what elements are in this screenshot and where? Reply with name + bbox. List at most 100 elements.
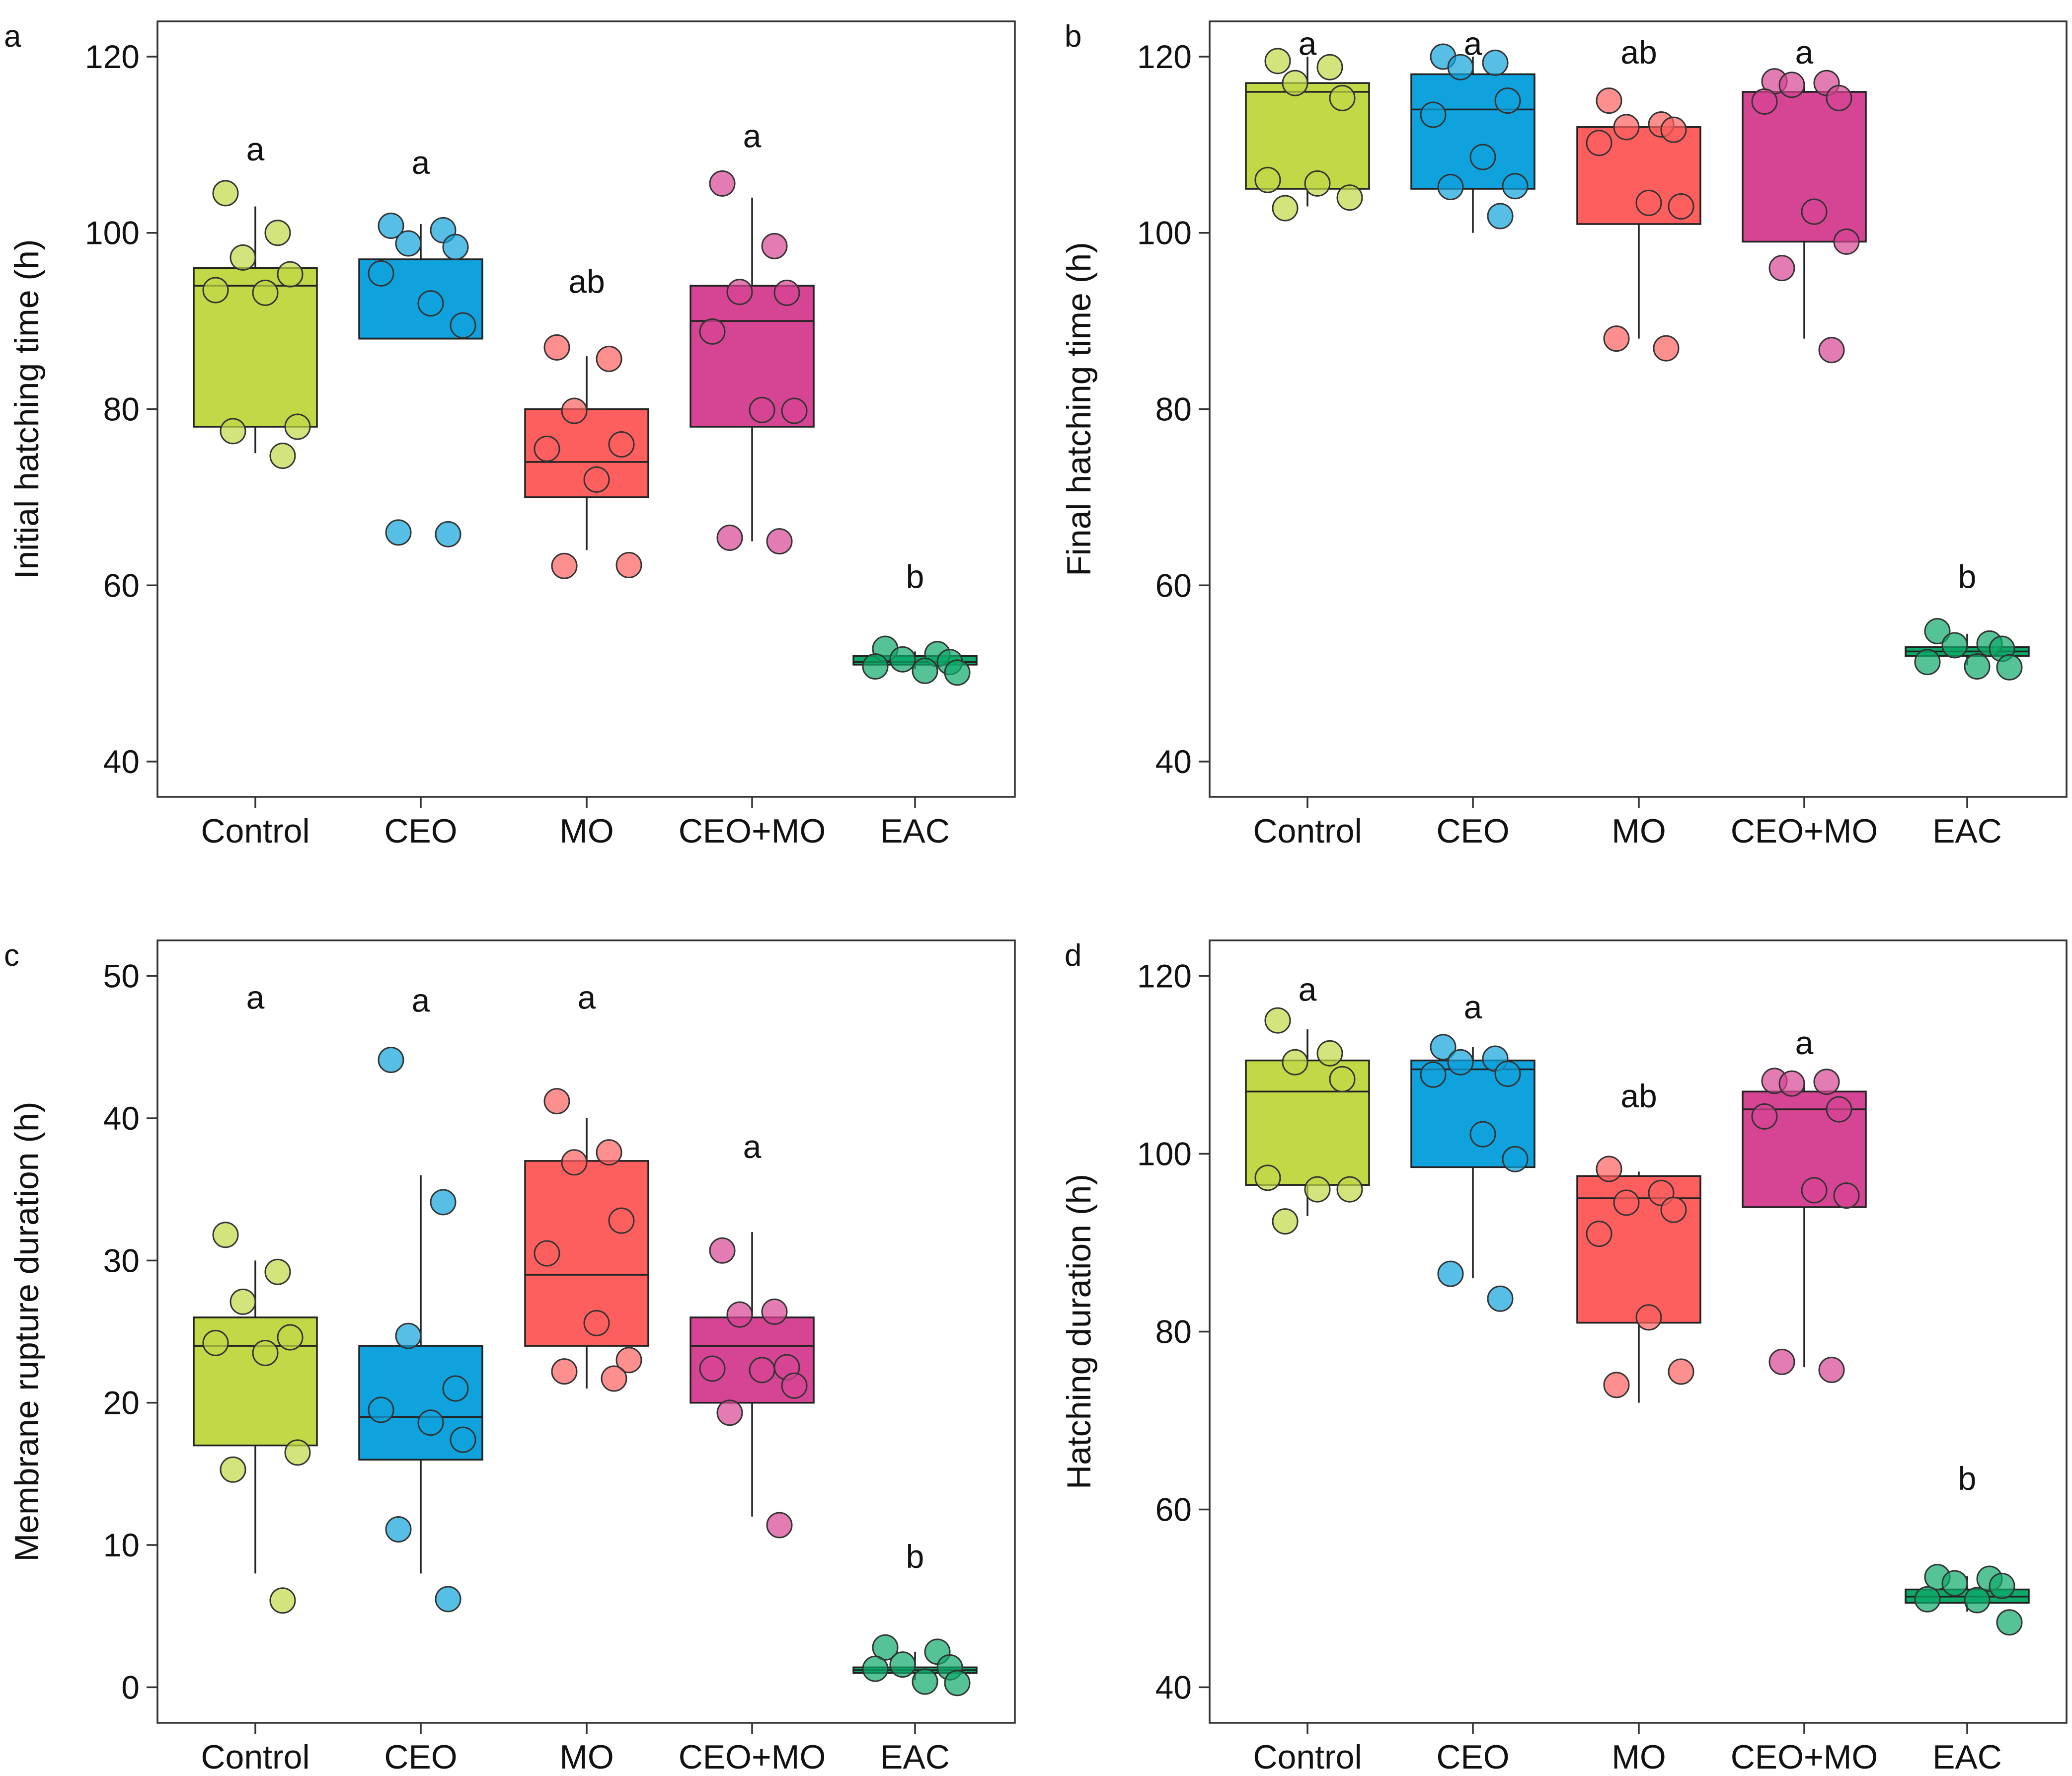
significance-letter: a: [1299, 971, 1317, 1007]
data-point: [781, 397, 808, 424]
data-point: [1668, 1358, 1694, 1385]
data-point: [395, 1322, 422, 1349]
data-point: [1336, 1176, 1363, 1203]
data-point: [395, 230, 422, 257]
data-point: [726, 279, 753, 306]
data-point: [1613, 114, 1640, 141]
data-point: [269, 443, 296, 469]
data-point: [430, 1189, 457, 1216]
x-tick-label: CEO+MO: [679, 1738, 826, 1776]
significance-letter: b: [1958, 1460, 1977, 1497]
data-point: [1635, 189, 1662, 216]
data-point: [1586, 1221, 1612, 1247]
panel-b: b 40 60 80 100 120 Final hatching time (h) Cont…: [1060, 19, 2068, 850]
data-point: [1914, 649, 1941, 676]
y-tick-label: 60: [103, 567, 140, 604]
data-point: [1487, 203, 1514, 230]
data-point: [378, 213, 404, 239]
data-point: [1316, 54, 1343, 80]
panel-label: a: [4, 19, 21, 54]
data-point: [912, 1668, 938, 1695]
x-tick-label: Control: [201, 812, 309, 850]
y-axis-title: Hatching duration (h): [1060, 1174, 1098, 1489]
data-point: [1924, 618, 1951, 645]
data-point: [230, 1288, 256, 1315]
data-point: [220, 418, 246, 445]
significance-letter: ab: [568, 263, 605, 300]
data-point: [1502, 173, 1529, 200]
significance-letter: a: [412, 982, 430, 1018]
y-tick-label: 40: [103, 743, 140, 780]
data-point: [1430, 1034, 1457, 1061]
data-point: [1914, 1586, 1941, 1613]
data-point: [1801, 198, 1828, 225]
data-point: [543, 1088, 570, 1115]
data-point: [202, 1329, 229, 1356]
y-tick-label: 40: [103, 1100, 140, 1137]
significance-letter: a: [1795, 1024, 1814, 1061]
data-point: [220, 1456, 246, 1483]
y-tick-label: 100: [1137, 1136, 1192, 1172]
data-point: [944, 1670, 971, 1697]
data-point: [417, 1409, 444, 1436]
data-point: [551, 1358, 578, 1385]
data-point: [1596, 1156, 1622, 1182]
data-point: [1254, 166, 1281, 193]
data-point: [1329, 1066, 1356, 1092]
data-point: [596, 1139, 622, 1166]
significance-letter: b: [906, 558, 924, 595]
data-point: [1818, 337, 1845, 364]
y-tick-label: 80: [103, 391, 140, 428]
x-tick-label: EAC: [880, 1738, 950, 1776]
y-tick-label: 30: [103, 1242, 140, 1279]
data-point: [601, 1365, 627, 1392]
x-tick-label: MO: [1612, 812, 1666, 850]
data-point: [284, 1439, 311, 1466]
data-point: [1603, 1372, 1630, 1398]
data-point: [699, 1355, 726, 1382]
panel-label: b: [1065, 19, 1081, 54]
data-point: [781, 1372, 808, 1399]
data-point: [385, 1516, 412, 1543]
significance-letter: b: [1958, 558, 1977, 595]
y-tick-label: 40: [1155, 1669, 1192, 1705]
significance-letter: b: [906, 1538, 924, 1575]
data-point: [1996, 1609, 2023, 1636]
y-tick-label: 20: [103, 1385, 140, 1421]
y-tick-label: 100: [85, 215, 140, 251]
data-point: [1826, 84, 1852, 111]
data-point: [435, 521, 461, 547]
significance-letter: a: [743, 1128, 762, 1165]
data-point: [543, 334, 570, 361]
data-point: [1653, 335, 1680, 362]
data-point: [1272, 1208, 1299, 1235]
data-point: [766, 528, 793, 555]
data-point: [596, 345, 622, 372]
y-axis-title: Initial hatching time (h): [8, 239, 46, 579]
significance-letter: a: [412, 144, 430, 181]
data-point: [264, 1258, 291, 1285]
data-point: [1420, 1061, 1447, 1088]
data-point: [608, 431, 635, 458]
data-point: [716, 1399, 743, 1426]
data-point: [1586, 130, 1612, 156]
data-point: [912, 657, 938, 684]
y-axis-title: Membrane rupture duration (h): [8, 1101, 46, 1561]
data-point: [1437, 1260, 1464, 1287]
data-point: [1833, 1182, 1860, 1209]
data-point: [749, 1357, 775, 1384]
data-point: [1941, 1570, 1968, 1597]
data-point: [1254, 1164, 1281, 1191]
data-point: [551, 552, 578, 579]
data-point: [1264, 1007, 1291, 1034]
data-point: [277, 261, 304, 288]
x-tick-label: CEO: [384, 812, 457, 850]
data-point: [1304, 1176, 1331, 1203]
data-point: [1447, 54, 1474, 80]
y-axis-title: Final hatching time (h): [1060, 242, 1098, 576]
data-point: [450, 1426, 476, 1453]
data-point: [1282, 70, 1308, 96]
data-point: [284, 413, 311, 440]
x-tick-label: CEO+MO: [679, 812, 826, 850]
